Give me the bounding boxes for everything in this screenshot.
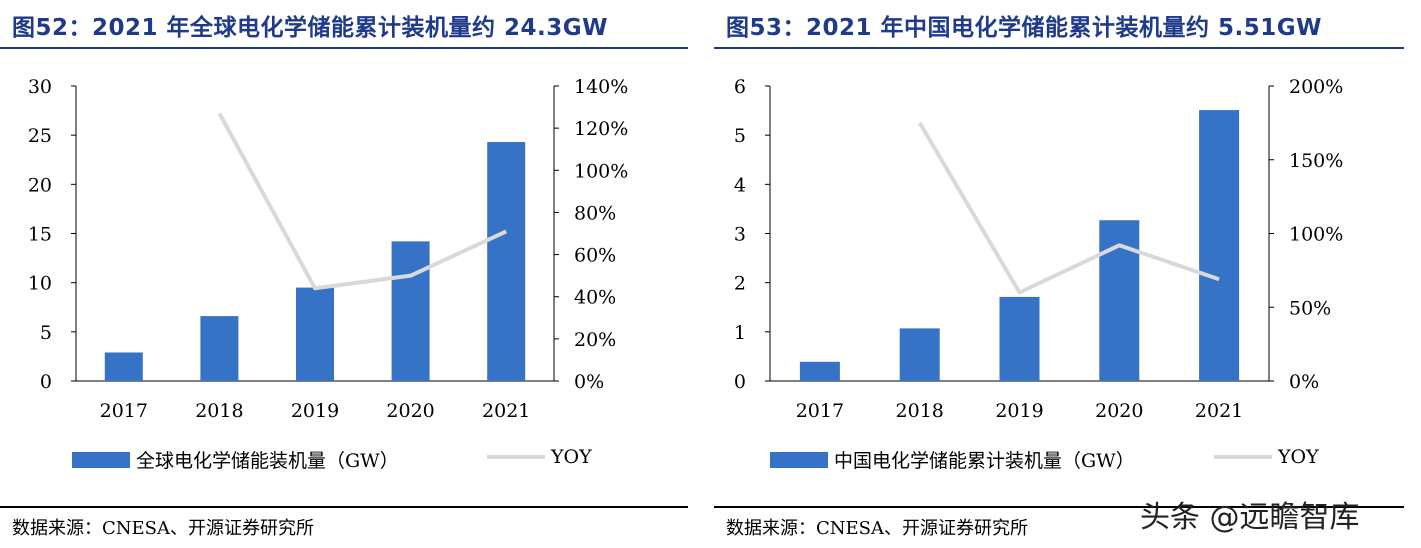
y-tick-label-left: 2 [734, 273, 746, 295]
y-tick-label-left: 15 [28, 224, 52, 246]
y-tick-label-right: 60% [574, 245, 616, 267]
y-tick-label-right: 50% [1289, 297, 1331, 319]
legend-label-line: YOY [1278, 446, 1319, 468]
legend-swatch-line [1214, 455, 1272, 459]
x-tick-label: 2021 [1195, 400, 1243, 422]
chart-panel-china: 图53：2021 年中国电化学储能累计装机量约 5.51GW 0 1 2 3 4 5 6 0%… [714, 0, 1421, 548]
y-tick-label-right: 0% [574, 371, 604, 393]
x-tick-label: 2020 [1095, 400, 1143, 422]
legend-item-line: YOY [487, 446, 592, 468]
figure-title: 图52：2021 年全球电化学储能累计装机量约 24.3GW [12, 15, 609, 41]
source-note: 数据来源：CNESA、开源证券研究所 [726, 518, 1028, 539]
y-tick-label-left: 4 [734, 174, 746, 196]
legend-swatch-line [487, 455, 545, 459]
chart-panel-global: 图52：2021 年全球电化学储能累计装机量约 24.3GW 0 5 10 15 20 2… [0, 0, 700, 548]
x-tick-label: 2019 [291, 400, 339, 422]
legend-label-bar: 全球电化学储能装机量（GW） [136, 450, 399, 472]
y-tick-label-right: 40% [574, 287, 616, 309]
y-tick-label-left: 6 [734, 76, 746, 98]
yoy-line [917, 121, 1220, 295]
legend-label-bar: 中国电化学储能累计装机量（GW） [834, 450, 1135, 472]
bar [799, 361, 840, 381]
legend-item-bar: 中国电化学储能累计装机量（GW） [770, 446, 1135, 473]
legend-item-bar: 全球电化学储能装机量（GW） [72, 446, 399, 473]
y-tick-label-left: 0 [734, 371, 746, 393]
bar [899, 328, 940, 381]
x-tick-label: 2021 [482, 400, 530, 422]
bar [200, 316, 239, 381]
legend-item-line: YOY [1214, 446, 1319, 468]
x-tick-label: 2019 [995, 400, 1043, 422]
bar [487, 142, 526, 381]
y-tick-label-right: 20% [574, 329, 616, 351]
y-tick-label-left: 0 [40, 371, 52, 393]
y-tick-label-left: 1 [734, 322, 746, 344]
legend-swatch-bar [72, 451, 130, 468]
source-rule [0, 506, 688, 508]
x-tick-label: 2018 [195, 400, 243, 422]
x-tick-label: 2017 [796, 400, 844, 422]
y-tick-label-left: 10 [28, 273, 52, 295]
title-rule [0, 47, 688, 49]
y-tick-label-right: 150% [1289, 150, 1343, 172]
figure-title: 图53：2021 年中国电化学储能累计装机量约 5.51GW [726, 15, 1323, 41]
bar [999, 296, 1040, 381]
y-tick-label-right: 100% [574, 160, 628, 182]
y-tick-label-right: 100% [1289, 224, 1343, 246]
title-rule [714, 47, 1404, 49]
bar [296, 287, 334, 381]
watermark: 头条 @远瞻智库 [1140, 500, 1360, 535]
y-tick-label-left: 25 [28, 125, 52, 147]
x-tick-label: 2018 [896, 400, 944, 422]
y-tick-label-left: 5 [734, 125, 746, 147]
source-note: 数据来源：CNESA、开源证券研究所 [12, 518, 314, 539]
yoy-line [217, 112, 508, 291]
y-tick-label-left: 20 [28, 174, 52, 196]
y-tick-label-left: 3 [734, 224, 746, 246]
y-tick-label-left: 5 [40, 322, 52, 344]
source-rule [714, 506, 1404, 508]
y-tick-label-right: 200% [1289, 76, 1343, 98]
y-tick-label-right: 0% [1289, 371, 1319, 393]
combo-chart-china: 0 1 2 3 4 5 6 0% 50% 100% 150% 200% 2017 2018 2019 2020… [734, 76, 1343, 422]
y-tick-label-right: 120% [574, 118, 628, 140]
x-tick-label: 2017 [100, 400, 148, 422]
y-tick-label-right: 80% [574, 202, 616, 224]
bar [391, 241, 430, 381]
combo-chart-global: 0 5 10 15 20 25 30 0% 20% 40% 60% 80% 100% 120% 140% 20… [28, 76, 629, 422]
y-tick-label-right: 140% [574, 76, 628, 98]
y-tick-label-left: 30 [28, 76, 52, 98]
bar [104, 352, 143, 381]
legend-label-line: YOY [551, 446, 592, 468]
bar [1199, 110, 1240, 381]
legend-swatch-bar [770, 451, 828, 468]
x-tick-label: 2020 [386, 400, 434, 422]
